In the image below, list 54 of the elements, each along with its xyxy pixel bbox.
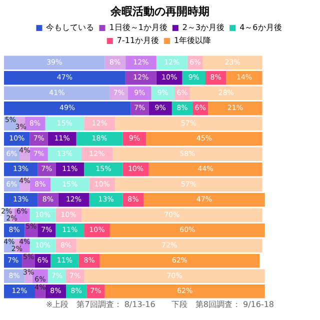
bar [125, 70, 156, 85]
bar [4, 70, 126, 85]
bar [82, 208, 262, 222]
bar [84, 223, 110, 238]
bar [84, 162, 123, 176]
bar [104, 284, 265, 298]
bar [76, 132, 123, 146]
bar [128, 86, 152, 100]
legend-label: 1年後以降 [174, 36, 212, 46]
bar [4, 162, 38, 176]
bar [100, 254, 260, 268]
bar [208, 101, 262, 116]
bar [4, 284, 35, 298]
bar [45, 116, 84, 131]
bar [50, 178, 90, 192]
bar [190, 86, 262, 100]
bar [38, 192, 58, 207]
legend-label: 1日後～1か月後 [109, 23, 168, 32]
bar [84, 269, 265, 284]
chart-title: 余暇活動の再開時期 [110, 4, 210, 19]
bar [56, 223, 84, 238]
bar [115, 116, 262, 131]
bar [156, 56, 188, 70]
bar [148, 101, 172, 116]
bar [4, 86, 110, 100]
bar [202, 56, 262, 70]
legend-label: 7-11か月後 [116, 36, 160, 46]
bar [56, 162, 84, 176]
bar [112, 147, 262, 162]
bar [48, 147, 82, 162]
bar [76, 238, 262, 253]
bar [82, 147, 112, 162]
bar [86, 284, 105, 298]
bar [125, 56, 156, 70]
bar [4, 56, 105, 70]
bar [110, 223, 265, 238]
bar [84, 116, 116, 131]
bar [50, 254, 79, 268]
legend-label: 4～6か月後 [240, 23, 282, 32]
bar [4, 101, 131, 116]
text: ※上段 第7回調査： 8/13-16 下段 第8回調査： 9/16-18 [44, 299, 276, 310]
bar [56, 238, 76, 253]
bar [226, 70, 262, 85]
bar [56, 208, 82, 222]
legend-label: 今もしている [46, 23, 94, 32]
bar [58, 192, 90, 207]
bar [146, 132, 262, 146]
bar [48, 132, 76, 146]
bar [4, 192, 38, 207]
legend-label: 2～3か月後 [182, 23, 225, 32]
bar [89, 192, 123, 207]
bar [144, 192, 265, 207]
bar [148, 162, 262, 176]
bar [115, 178, 262, 192]
